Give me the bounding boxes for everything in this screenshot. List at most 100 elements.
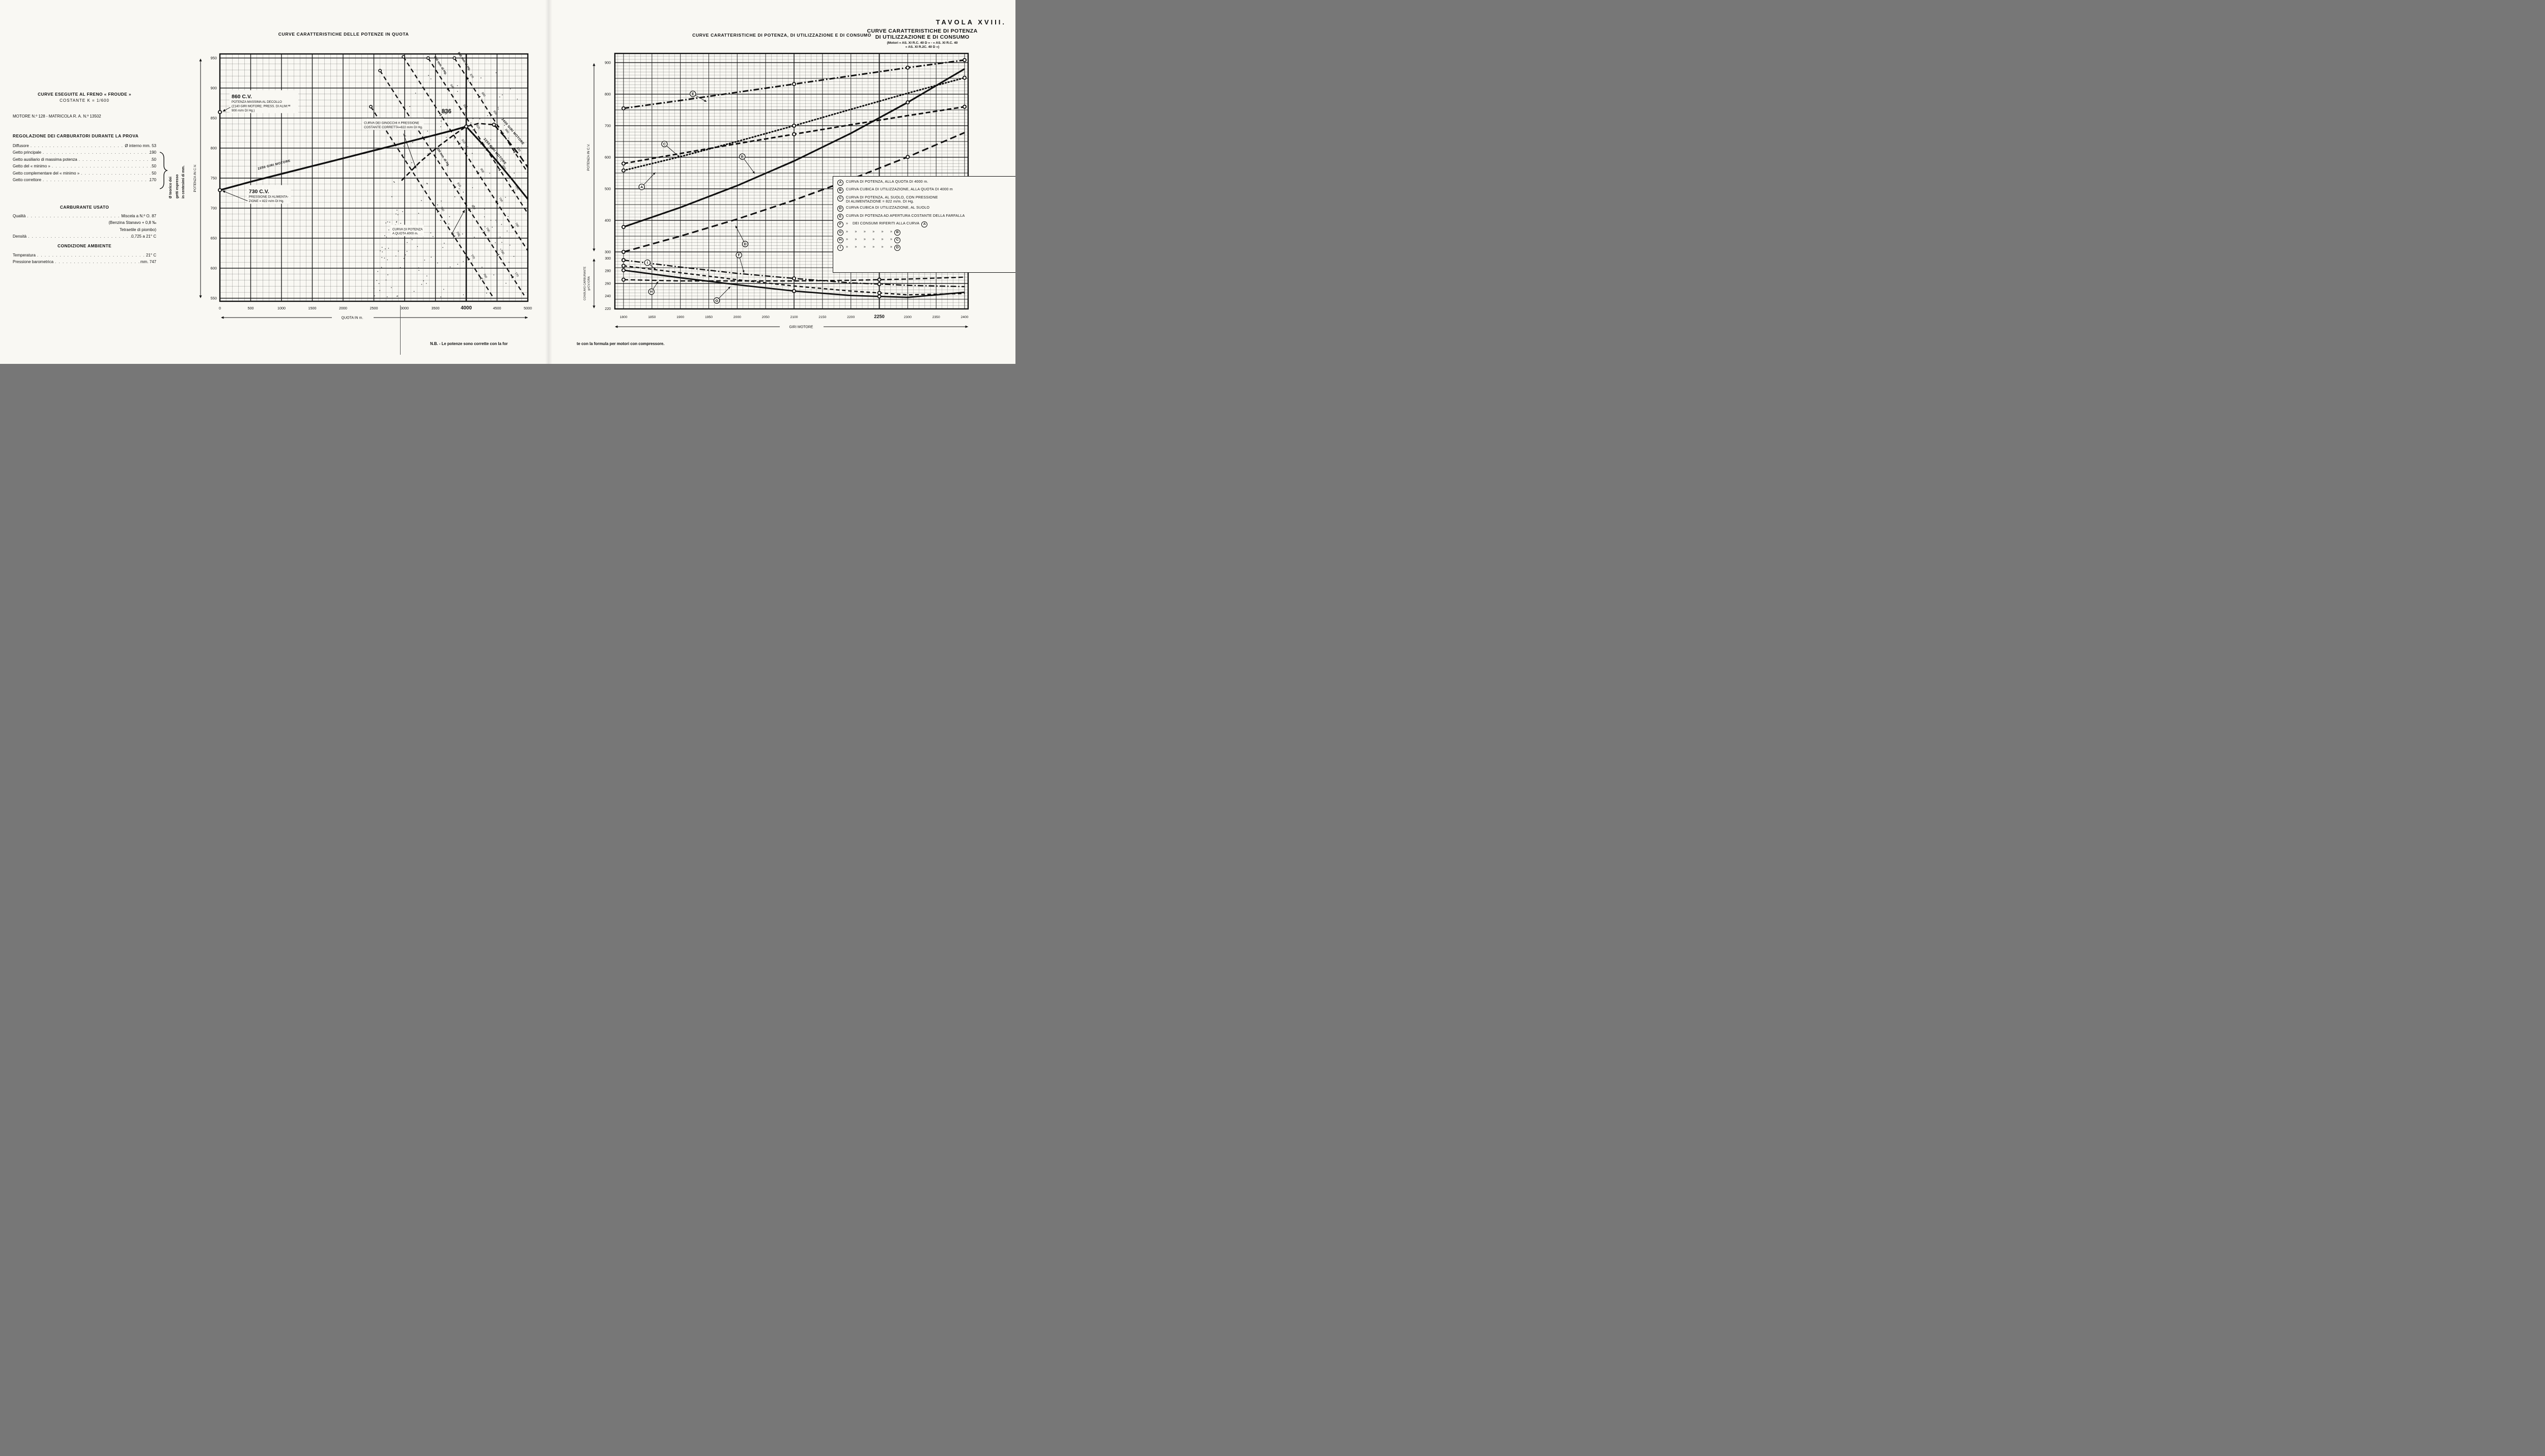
brace-glyph [159, 152, 168, 189]
svg-text:1950: 1950 [705, 316, 713, 319]
carb-row-3: Getto del « minimo ». . . . . . . . . . … [13, 163, 156, 169]
ambient-row-0: Temperatura. . . . . . . . . . . . . . .… [13, 252, 156, 259]
svg-text:4000: 4000 [461, 305, 472, 311]
series-0 [220, 125, 467, 191]
curve-I [623, 265, 965, 296]
svg-text:(2140 GIRI MOTORE; PRESS. DI A: (2140 GIRI MOTORE; PRESS. DI ALIM.ᴺᴱ [232, 104, 291, 108]
annotation-box-4 [390, 224, 424, 237]
fan-line-3: 790 780 770 760 [369, 105, 494, 298]
svg-text:GIRI MOTORE: GIRI MOTORE [789, 325, 813, 329]
svg-text:800: 800 [501, 165, 506, 170]
svg-text:2350: 2350 [932, 316, 940, 319]
dotted-leader: . . . . . . . . . . . . . . . . . . . . … [55, 260, 140, 265]
svg-text:840: 840 [449, 84, 455, 90]
legend-text-C: CURVA DI POTENZA, AL SUOLO, CON PRESSION… [846, 194, 938, 204]
svg-text:800: 800 [479, 168, 485, 174]
legend-row-F: F» DEI CONSUMI RIFERITI ALLA CURVA A [837, 221, 1015, 228]
legend-badge-B: B [837, 187, 843, 194]
svg-text:400: 400 [605, 218, 611, 222]
altitude-power-chart: 870 860 850 840 830 880 mm. di Hg. 840 830 820 81… [193, 52, 532, 320]
svg-text:300: 300 [605, 249, 611, 254]
svg-text:780: 780 [499, 249, 504, 255]
dotted-leader: . . . . . . . . . . . . . . . . . . . . … [30, 144, 125, 148]
svg-text:750: 750 [211, 176, 217, 181]
fuel-heading: CARBURANTE USATO [60, 205, 109, 210]
legend-ref-badge-B: B [894, 229, 901, 236]
svg-text:2100: 2100 [790, 316, 798, 319]
svg-text:810: 810 [461, 139, 466, 145]
svg-text:A QUOTA 4000 m.: A QUOTA 4000 m. [392, 232, 418, 236]
curve-label-I: I [644, 259, 656, 270]
carb-label-0: Diffusore [13, 144, 29, 148]
svg-text:1850: 1850 [648, 316, 656, 319]
svg-text:G: G [715, 298, 718, 303]
svg-text:F: F [738, 253, 740, 258]
svg-text:CURVA DEI GINOCCHI A PRESSIONE: CURVA DEI GINOCCHI A PRESSIONE [364, 122, 419, 125]
legend-row-B: B CURVA CUBICA DI UTILIZZAZIONE, ALLA QUO… [837, 187, 1015, 194]
plate-subtitle-line2: « AS. XI R.2C. 40 D ») [905, 45, 940, 49]
legend-badge-G: G [837, 229, 843, 236]
legend-text-F: » DEI CONSUMI RIFERITI ALLA CURVA [846, 221, 920, 226]
ambient-label-0: Temperatura [13, 253, 36, 258]
series-2 [401, 123, 494, 181]
svg-text:QUOTA IN m.: QUOTA IN m. [342, 316, 363, 320]
annotation-box-0 [229, 90, 298, 113]
carb-value-0: Ø interno mm. 53 [125, 144, 156, 148]
fuel-row-1: (Benzina Stanavo + 0,8 ‰ [13, 219, 158, 226]
legend-badge-E: E [837, 213, 843, 220]
dotted-leader: . . . . . . . . . . . . . . . . . . . . … [37, 253, 146, 258]
svg-text:3500: 3500 [432, 306, 440, 310]
svg-text:800: 800 [605, 92, 611, 96]
curve-F [623, 259, 965, 288]
curve-label-A: A [638, 172, 656, 190]
svg-text:860: 860 [480, 92, 486, 97]
curve-label-B: B [739, 153, 755, 174]
ambient-rows: Temperatura. . . . . . . . . . . . . . .… [13, 252, 156, 266]
svg-text:300: 300 [605, 257, 611, 261]
curve-label-E: E [690, 91, 707, 102]
svg-text:280: 280 [605, 270, 611, 273]
svg-text:2150: 2150 [818, 316, 826, 319]
plate-title-line1: CURVE CARATTERISTICHE DI POTENZA [867, 28, 978, 34]
legend-ref-badge-A: A [921, 221, 928, 228]
dotted-leader: . . . . . . . . . . . . . . . . . . . . … [43, 178, 150, 183]
svg-text:840: 840 [504, 128, 509, 134]
curve-A [623, 77, 966, 172]
carb-label-5: Getto correttore [13, 178, 42, 183]
annotations: 860 C.V.POTENZA MASSIMA AL DECOLLO(2140 … [222, 90, 525, 237]
axes: 1800 1850 1900 1950 2000 2050 2100 2150 2200 2250… [584, 60, 969, 329]
svg-text:1000: 1000 [277, 306, 286, 310]
ambient-heading: CONDIZIONE AMBIENTE [58, 243, 111, 248]
carb-value-1: 190 [149, 150, 156, 155]
svg-text:2250 GIRI MOTORE: 2250 GIRI MOTORE [258, 159, 291, 171]
svg-text:2400 GIRI MOTORE: 2400 GIRI MOTORE [500, 118, 525, 146]
svg-text:1900: 1900 [676, 316, 684, 319]
svg-text:PRESSIONE DI ALIMENTA-: PRESSIONE DI ALIMENTA- [249, 195, 289, 199]
svg-text:790: 790 [439, 207, 444, 212]
annotation-box-1 [362, 118, 424, 130]
dotted-leader: . . . . . . . . . . . . . . . . . . . . … [51, 164, 152, 169]
svg-text:1800: 1800 [619, 316, 627, 319]
svg-text:760: 760 [483, 273, 488, 279]
carb-value-2: 50 [152, 157, 156, 162]
svg-text:2050: 2050 [762, 316, 770, 319]
carb-row-0: Diffusore. . . . . . . . . . . . . . . .… [13, 142, 156, 149]
svg-text:790: 790 [514, 185, 519, 190]
left-chart-title: CURVE CARATTERISTICHE DELLE POTENZE IN Q… [278, 32, 409, 37]
jets-note-line: getti espresso [175, 174, 179, 198]
engine-id-section: MOTORE N.º 128 - MATRICOLA R. A. N.º 135… [13, 113, 156, 119]
legend-badge-F: F [837, 221, 843, 228]
carb-row-4: Getto complementare del « minimo ». . . … [13, 170, 156, 177]
legend-text-D: CURVA CUBICA DI UTILIZZAZIONE, AL SUOLO [846, 205, 930, 210]
svg-text:2000: 2000 [733, 316, 741, 319]
dotted-leader: . . . . . . . . . . . . . . . . . . . . … [78, 157, 152, 162]
svg-text:650: 650 [211, 236, 217, 241]
right-chart-title: CURVE CARATTERISTICHE DI POTENZA, DI UTI… [692, 33, 871, 38]
svg-text:POTENZA IN C.V.: POTENZA IN C.V. [587, 144, 590, 170]
svg-text:550: 550 [211, 296, 217, 301]
svg-text:1500: 1500 [308, 306, 317, 310]
svg-text:gr/CV./ORA: gr/CV./ORA [588, 276, 591, 291]
